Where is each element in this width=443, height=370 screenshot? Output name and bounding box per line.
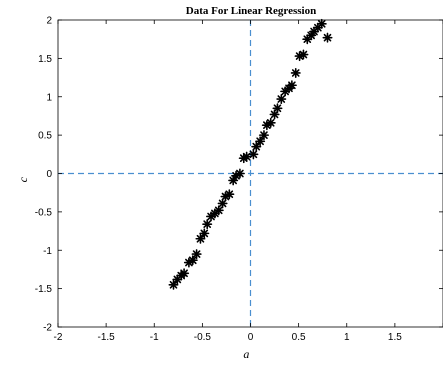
data-point (199, 228, 210, 239)
x-tick-label: 0.5 (292, 332, 306, 343)
data-point (191, 249, 202, 260)
data-point (248, 149, 259, 160)
x-tick-label: 1.5 (388, 332, 402, 343)
data-point (179, 268, 190, 279)
data-point (258, 130, 269, 141)
y-tick-label: 0.5 (38, 131, 52, 142)
data-point (322, 32, 333, 43)
data-point (224, 189, 235, 200)
data-point (265, 117, 276, 128)
x-tick-label: -1 (150, 332, 159, 343)
data-point (276, 94, 287, 105)
x-tick-label: -1.5 (98, 332, 116, 343)
y-tick-label: 0 (46, 169, 52, 180)
data-point (251, 141, 262, 152)
data-point (255, 136, 266, 147)
y-tick-label: -1 (43, 246, 52, 257)
y-tick-label: -1.5 (35, 284, 53, 295)
data-point (286, 80, 297, 91)
data-point (168, 279, 179, 290)
data-point (195, 233, 206, 244)
data-point (217, 198, 228, 209)
y-tick-label: 1.5 (38, 54, 52, 65)
x-axis-label: a⃗ (243, 347, 258, 361)
y-axis-label: c⃗ (16, 168, 30, 183)
y-tick-label: -0.5 (35, 207, 53, 218)
y-tick-label: -2 (43, 323, 52, 334)
chart-title: Data For Linear Regression (186, 5, 316, 17)
y-axis-ticks: -2 -1.5 -1 -0.5 0 0.5 1 1.5 2 (35, 16, 443, 334)
plot-area: -2 -1.5 -1 -0.5 0 0.5 1 1.5 2 -2 -1.5 -1 -0.5 0 0.5 1 1… (35, 16, 443, 343)
x-tick-label: -0.5 (194, 332, 212, 343)
y-tick-label: 2 (46, 16, 52, 27)
data-points (168, 18, 333, 290)
data-point (290, 67, 301, 78)
x-axis-ticks: -2-1.5-1-0.500.511.52 (54, 20, 443, 343)
data-point (298, 49, 309, 60)
x-tick-label: 1 (344, 332, 350, 343)
data-point (187, 255, 198, 266)
data-point (213, 205, 224, 216)
x-tick-label: -2 (54, 332, 63, 343)
data-point (234, 168, 245, 179)
data-point (316, 18, 327, 29)
y-tick-label: 1 (46, 92, 52, 103)
x-tick-label: 0 (248, 332, 254, 343)
data-point (272, 103, 283, 114)
data-point (269, 109, 280, 120)
data-point (202, 219, 213, 230)
reference-lines (58, 20, 443, 327)
